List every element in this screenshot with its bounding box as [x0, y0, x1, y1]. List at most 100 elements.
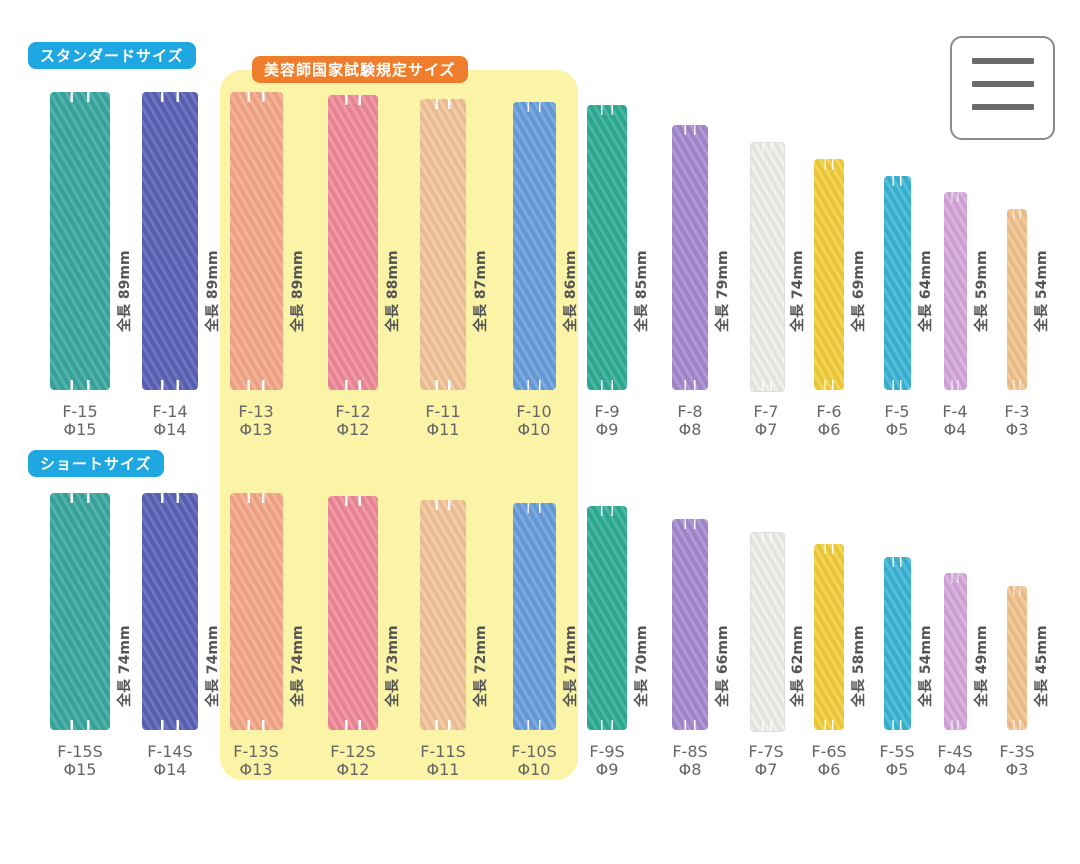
diameter: Φ4	[943, 760, 967, 779]
model-label: F-11 Φ11	[403, 403, 483, 439]
diameter: Φ9	[595, 420, 619, 439]
rod-texture	[672, 519, 708, 730]
model-label: F-15 Φ15	[40, 403, 120, 439]
menu-button[interactable]	[950, 36, 1055, 140]
length-label: 全長 66mm	[715, 625, 731, 707]
model-label: F-4 Φ4	[915, 403, 995, 439]
diameter: Φ6	[817, 760, 841, 779]
model-code: F-7	[753, 402, 779, 421]
model-code: F-4S	[937, 742, 973, 761]
rod-texture	[672, 125, 708, 390]
model-label: F-7S Φ7	[726, 743, 806, 779]
model-label: F-15S Φ15	[40, 743, 120, 779]
model-label: F-12 Φ12	[313, 403, 393, 439]
roller-rod	[512, 503, 556, 730]
rod-texture	[142, 493, 198, 730]
model-code: F-13	[238, 402, 274, 421]
diameter: Φ15	[63, 420, 97, 439]
roller-rod	[883, 557, 911, 730]
rod-texture	[512, 102, 556, 390]
roller-rod	[587, 105, 627, 390]
roller-rod	[229, 92, 283, 390]
model-code: F-14S	[147, 742, 193, 761]
length-label: 全長 54mm	[1034, 250, 1050, 332]
model-code: F-12S	[330, 742, 376, 761]
roller-rod	[1007, 586, 1027, 730]
rod-texture	[420, 99, 466, 390]
length-label: 全長 74mm	[289, 625, 306, 707]
length-label: 全長 58mm	[851, 625, 867, 707]
diameter: Φ14	[153, 760, 187, 779]
roller-rod	[749, 532, 785, 732]
rod-texture	[50, 493, 110, 730]
length-label: 全長 89mm	[289, 250, 306, 332]
rod-texture	[229, 92, 283, 390]
model-code: F-10S	[511, 742, 557, 761]
model-label: F-14S Φ14	[130, 743, 210, 779]
model-label: F-5 Φ5	[857, 403, 937, 439]
length-label: 全長 54mm	[917, 625, 934, 707]
roller-rod	[587, 506, 627, 730]
model-label: F-10S Φ10	[494, 743, 574, 779]
rod-texture	[814, 544, 844, 730]
diameter: Φ8	[678, 420, 702, 439]
rod-texture	[1007, 586, 1027, 730]
diameter: Φ15	[63, 760, 97, 779]
roller-rod	[749, 142, 785, 392]
diameter: Φ11	[426, 760, 460, 779]
roller-rod	[142, 493, 198, 730]
roller-rod	[672, 519, 708, 730]
rod-texture	[229, 493, 283, 730]
rod-texture	[420, 500, 466, 730]
model-code: F-5S	[879, 742, 915, 761]
short-size-badge: ショートサイズ	[28, 450, 164, 477]
length-label: 全長 74mm	[117, 625, 133, 707]
model-code: F-11S	[420, 742, 466, 761]
length-label: 全長 72mm	[473, 625, 489, 707]
roller-rod	[943, 192, 967, 390]
length-label: 全長 74mm	[789, 250, 806, 332]
model-label: F-9S Φ9	[567, 743, 647, 779]
model-label: F-14 Φ14	[130, 403, 210, 439]
length-label: 全長 89mm	[117, 250, 133, 332]
model-code: F-7S	[748, 742, 784, 761]
model-label: F-8 Φ8	[650, 403, 730, 439]
rod-texture	[1007, 209, 1027, 390]
rod-texture	[943, 573, 967, 730]
model-label: F-11S Φ11	[403, 743, 483, 779]
model-code: F-9	[594, 402, 620, 421]
model-code: F-4	[942, 402, 968, 421]
length-label: 全長 87mm	[473, 250, 489, 332]
diameter: Φ10	[517, 420, 551, 439]
rod-texture	[328, 496, 378, 730]
rod-texture	[587, 506, 627, 730]
model-label: F-6S Φ6	[789, 743, 869, 779]
roller-rod	[1007, 209, 1027, 390]
diameter: Φ8	[678, 760, 702, 779]
model-label: F-9 Φ9	[567, 403, 647, 439]
roller-rod	[142, 92, 198, 390]
diameter: Φ7	[754, 760, 778, 779]
rod-texture	[512, 503, 556, 730]
model-label: F-12S Φ12	[313, 743, 393, 779]
model-label: F-13 Φ13	[216, 403, 296, 439]
diameter: Φ14	[153, 420, 187, 439]
model-code: F-14	[152, 402, 188, 421]
roller-rod	[512, 102, 556, 390]
model-label: F-5S Φ5	[857, 743, 937, 779]
rod-texture	[587, 105, 627, 390]
length-label: 全長 73mm	[385, 625, 401, 707]
diameter: Φ3	[1005, 420, 1029, 439]
diameter: Φ11	[426, 420, 460, 439]
model-code: F-5	[884, 402, 910, 421]
diameter: Φ6	[817, 420, 841, 439]
roller-rod	[943, 573, 967, 730]
diameter: Φ5	[885, 420, 909, 439]
roller-rod	[883, 176, 911, 390]
model-code: F-6S	[811, 742, 847, 761]
model-code: F-3	[1004, 402, 1030, 421]
model-code: F-15S	[57, 742, 103, 761]
diameter: Φ4	[943, 420, 967, 439]
roller-rod	[50, 92, 110, 390]
roller-rod	[229, 493, 283, 730]
